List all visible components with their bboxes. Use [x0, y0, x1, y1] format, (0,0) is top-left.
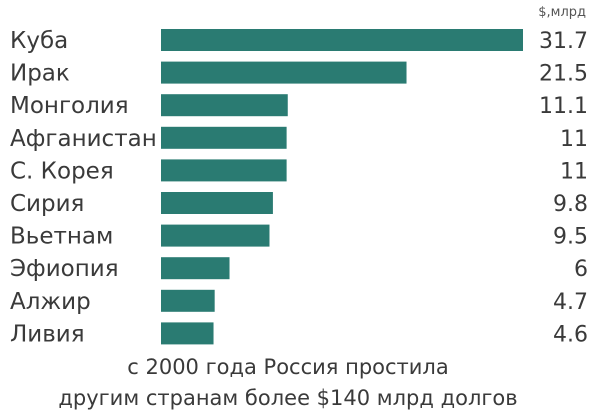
value-label: 6 [574, 257, 588, 282]
value-label: 4.6 [553, 322, 588, 347]
caption-line-1: с 2000 года Россия простила [127, 355, 448, 379]
bar [161, 126, 287, 149]
value-label: 11.1 [539, 94, 588, 119]
bar [161, 289, 215, 312]
category-label: Вьетнам [10, 224, 113, 250]
bar [161, 224, 270, 247]
bar [161, 257, 230, 280]
value-label: 21.5 [539, 62, 588, 87]
category-label: Ливия [10, 321, 85, 347]
category-label: Монголия [10, 93, 129, 119]
value-label: 9.8 [553, 192, 588, 217]
category-label: Эфиопия [10, 256, 119, 282]
category-label: С. Корея [10, 158, 114, 184]
category-label: Куба [10, 28, 68, 54]
bar [161, 192, 273, 214]
bar-rows: Куба 31.7 Ирак 21.5 Монголия 11.1 Афганистан 11… [10, 28, 588, 347]
bar [161, 61, 407, 84]
caption-line-2: другим странам более $140 млрд долгов [58, 386, 517, 410]
category-label: Сирия [10, 191, 84, 217]
bar [161, 29, 523, 51]
value-label: 4.7 [553, 290, 588, 315]
category-label: Ирак [10, 61, 70, 87]
category-label: Алжир [10, 289, 91, 315]
bar [161, 159, 287, 182]
value-label: 9.5 [553, 225, 588, 250]
category-label: Афганистан [10, 126, 157, 152]
unit-label: $,млрд [538, 5, 586, 20]
value-label: 31.7 [539, 29, 588, 54]
bar [161, 94, 288, 117]
value-label: 11 [560, 127, 588, 152]
value-label: 11 [560, 159, 588, 184]
bar [161, 322, 214, 345]
